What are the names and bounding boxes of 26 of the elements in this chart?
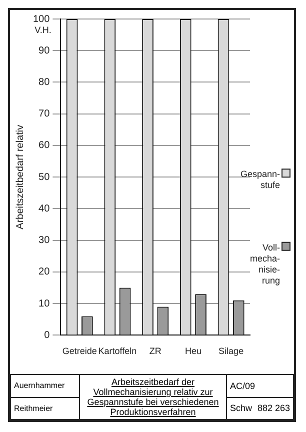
y-axis-title: Arbeitszeitbedarf relativ bbox=[14, 124, 26, 230]
x-tick-label: Silage bbox=[218, 346, 244, 356]
text: AC/09 bbox=[226, 374, 294, 397]
x-tick-label: Kartoffeln bbox=[98, 346, 137, 356]
y-tick-label: 40 bbox=[38, 203, 50, 214]
text: Schw bbox=[230, 403, 252, 414]
text: V.H. bbox=[34, 25, 52, 35]
text: 882 263 bbox=[257, 403, 290, 414]
y-tick-label: 30 bbox=[38, 235, 50, 246]
y-tick-label: 50 bbox=[38, 172, 50, 183]
text: Arbeitszeitbedarf der Vollmechanisierung relativ zur Gespannstufe bei verschiedenen Produktionsverfahren bbox=[80, 374, 226, 420]
y-tick-label: 0 bbox=[44, 330, 50, 341]
y-tick-label: 70 bbox=[38, 108, 50, 120]
y-tick-label: 100 bbox=[32, 14, 50, 25]
text: Reithmeier bbox=[10, 397, 80, 420]
text: Auernhammer bbox=[10, 374, 80, 397]
y-tick-label: 10 bbox=[38, 298, 50, 310]
legend-label: Voll- mecha- nisie- rung bbox=[250, 242, 280, 286]
y-tick-label: 60 bbox=[38, 140, 50, 152]
y-tick-label: 80 bbox=[38, 76, 50, 88]
y-tick-label: 90 bbox=[38, 45, 50, 56]
x-tick-label: Heu bbox=[184, 346, 202, 356]
x-tick-label: ZR bbox=[149, 346, 162, 356]
y-tick-label: 20 bbox=[38, 266, 50, 278]
legend-label: Gespann- stufe bbox=[240, 169, 280, 190]
x-tick-label: Getreide bbox=[62, 346, 97, 356]
